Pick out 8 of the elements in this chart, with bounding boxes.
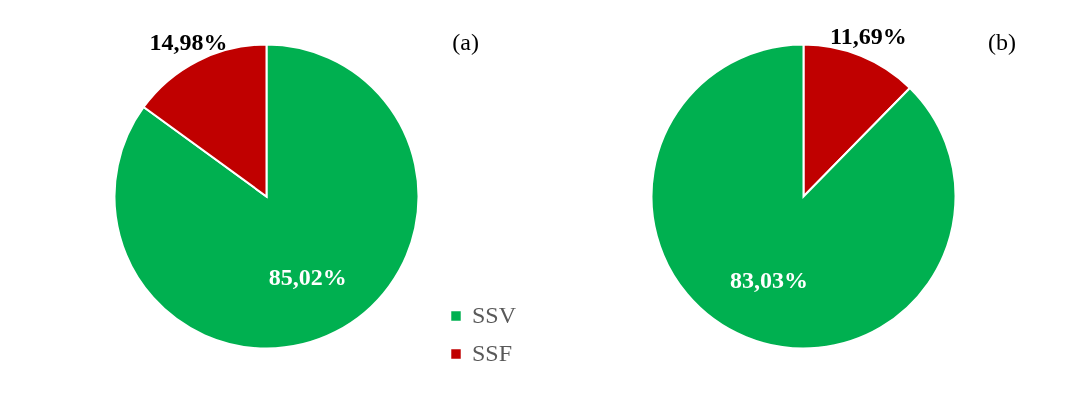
chart-title: (a): [452, 29, 479, 55]
legend-label: SSV: [472, 302, 517, 328]
data-label: 83,03%: [730, 266, 809, 293]
chart-title: (b): [988, 29, 1016, 55]
data-label: 85,02%: [268, 263, 347, 290]
legend-label: SSF: [472, 340, 513, 366]
data-label: 11,69%: [830, 23, 907, 50]
data-label: 14,98%: [149, 29, 228, 56]
